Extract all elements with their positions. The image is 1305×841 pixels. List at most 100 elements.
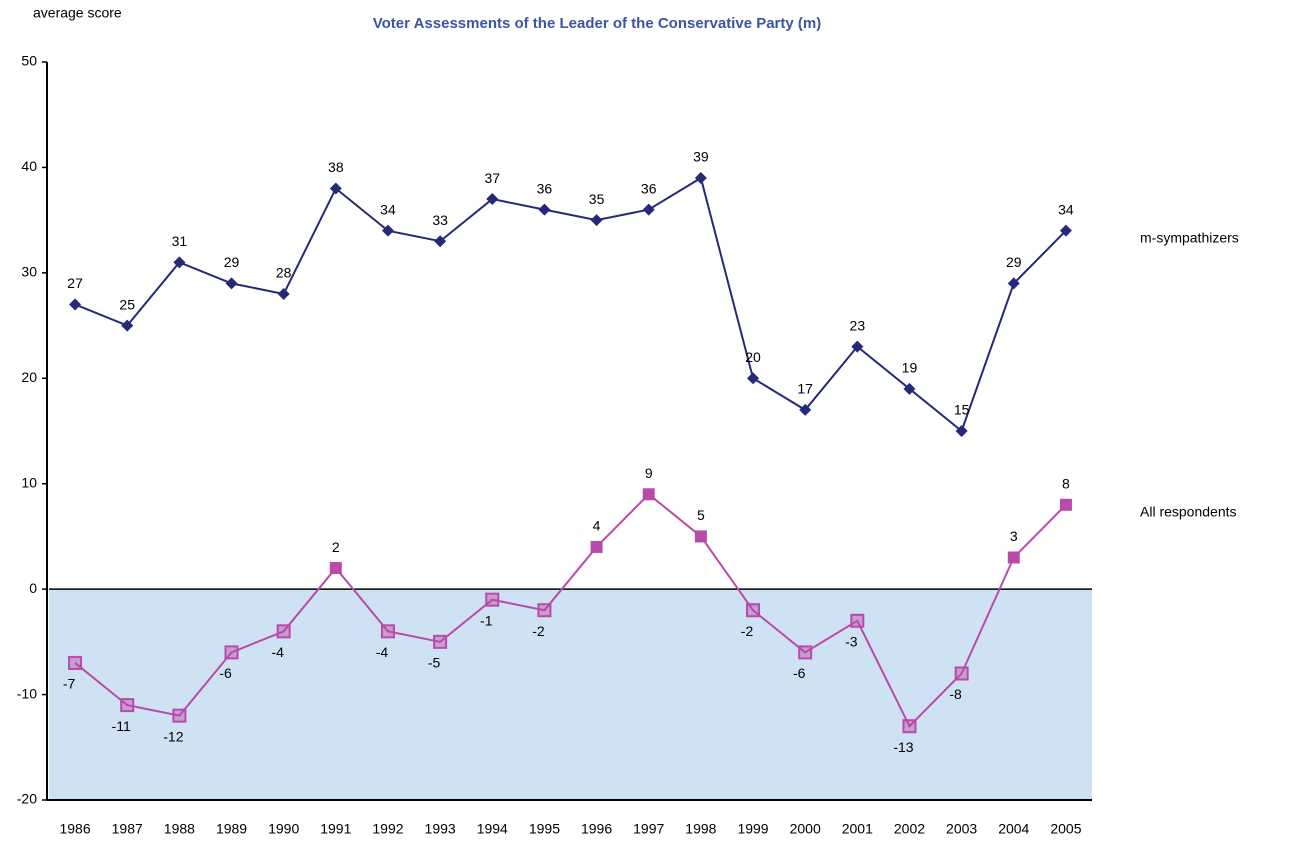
point — [955, 425, 968, 437]
point — [954, 666, 969, 681]
data-label: 8 — [1062, 476, 1070, 492]
data-label: -6 — [793, 665, 806, 681]
chart-title: Voter Assessments of the Leader of the C… — [373, 15, 821, 32]
point — [1007, 277, 1020, 290]
x-tick-label: 1992 — [372, 821, 403, 837]
point — [538, 203, 551, 216]
series-line — [74, 492, 1067, 728]
x-tick-label: 1990 — [268, 821, 299, 837]
point — [224, 645, 239, 660]
y-tick-label: 0 — [29, 580, 37, 596]
data-label: 19 — [902, 360, 918, 376]
x-tick-label: 1996 — [581, 821, 612, 837]
point — [120, 698, 135, 713]
y-tick-label: 40 — [21, 158, 37, 174]
point — [225, 277, 238, 290]
data-label: 35 — [589, 191, 605, 207]
data-label: 15 — [954, 402, 970, 418]
data-label: 36 — [641, 180, 657, 196]
series-label: m-sympathizers — [1140, 229, 1239, 245]
x-tick-label: 1986 — [59, 821, 90, 837]
data-label: -11 — [112, 718, 131, 734]
point — [590, 540, 603, 553]
data-label: -2 — [741, 623, 754, 639]
point — [277, 287, 290, 300]
data-label: 34 — [1058, 201, 1074, 217]
point — [121, 319, 134, 332]
point — [1059, 224, 1072, 237]
data-label: 23 — [850, 317, 866, 333]
y-tick-label: 10 — [21, 474, 37, 490]
data-label: -5 — [428, 655, 441, 671]
data-label: 17 — [797, 381, 813, 397]
data-label: 3 — [1010, 528, 1018, 544]
x-tick-label: 1993 — [425, 821, 456, 837]
y-tick-label: 50 — [21, 53, 37, 69]
data-label: 38 — [328, 159, 344, 175]
negative-region — [49, 589, 1092, 800]
y-tick-label: 20 — [21, 369, 37, 385]
data-label: 5 — [697, 507, 705, 523]
data-label: 2 — [332, 539, 340, 555]
data-label: 39 — [693, 149, 709, 165]
point — [694, 171, 707, 184]
point — [747, 372, 760, 385]
point — [329, 182, 342, 195]
data-label: -3 — [845, 633, 858, 649]
data-label: -1 — [480, 612, 493, 628]
point — [851, 340, 864, 353]
x-tick-label: 2004 — [998, 821, 1029, 837]
point — [590, 214, 603, 227]
point — [798, 645, 813, 660]
point — [434, 235, 447, 248]
y-tick-label: 30 — [21, 264, 37, 280]
point — [903, 382, 916, 395]
point — [173, 256, 186, 269]
y-tick-label: -20 — [17, 791, 37, 807]
x-tick-label: 1998 — [685, 821, 716, 837]
data-label: -12 — [163, 728, 183, 744]
data-label: -7 — [63, 676, 76, 692]
data-label: 34 — [380, 201, 396, 217]
data-label: 20 — [745, 349, 761, 365]
x-tick-label: 1995 — [529, 821, 560, 837]
point — [850, 613, 865, 628]
point — [1007, 551, 1020, 564]
point — [433, 634, 448, 649]
data-label: 37 — [484, 170, 500, 186]
data-label: -13 — [893, 739, 913, 755]
point — [69, 298, 82, 311]
y-axis-label: average score — [33, 5, 122, 21]
data-label: 29 — [224, 254, 240, 270]
data-label: -4 — [271, 644, 284, 660]
x-tick-label: 1988 — [164, 821, 195, 837]
y-tick-label: -10 — [17, 685, 37, 701]
point — [642, 488, 655, 501]
data-label: -8 — [949, 686, 962, 702]
data-label: 27 — [67, 275, 83, 291]
data-label: 28 — [276, 265, 292, 281]
point — [68, 655, 83, 670]
data-label: 29 — [1006, 254, 1022, 270]
data-label: 36 — [537, 180, 553, 196]
x-tick-label: 1989 — [216, 821, 247, 837]
x-tick-label: 1987 — [112, 821, 143, 837]
point — [485, 592, 500, 607]
x-tick-label: 1999 — [737, 821, 768, 837]
data-label: 9 — [645, 465, 653, 481]
point — [172, 708, 187, 723]
x-tick-label: 2001 — [842, 821, 873, 837]
x-tick-label: 1991 — [320, 821, 351, 837]
point — [486, 193, 499, 206]
series-line — [74, 176, 1067, 433]
data-label: 4 — [593, 518, 601, 534]
point — [799, 403, 812, 416]
data-label: 31 — [172, 233, 188, 249]
x-tick-label: 1997 — [633, 821, 664, 837]
point — [380, 624, 395, 639]
point — [694, 530, 707, 543]
x-tick-label: 2002 — [894, 821, 925, 837]
point — [642, 203, 655, 216]
series-label: All respondents — [1140, 504, 1237, 520]
